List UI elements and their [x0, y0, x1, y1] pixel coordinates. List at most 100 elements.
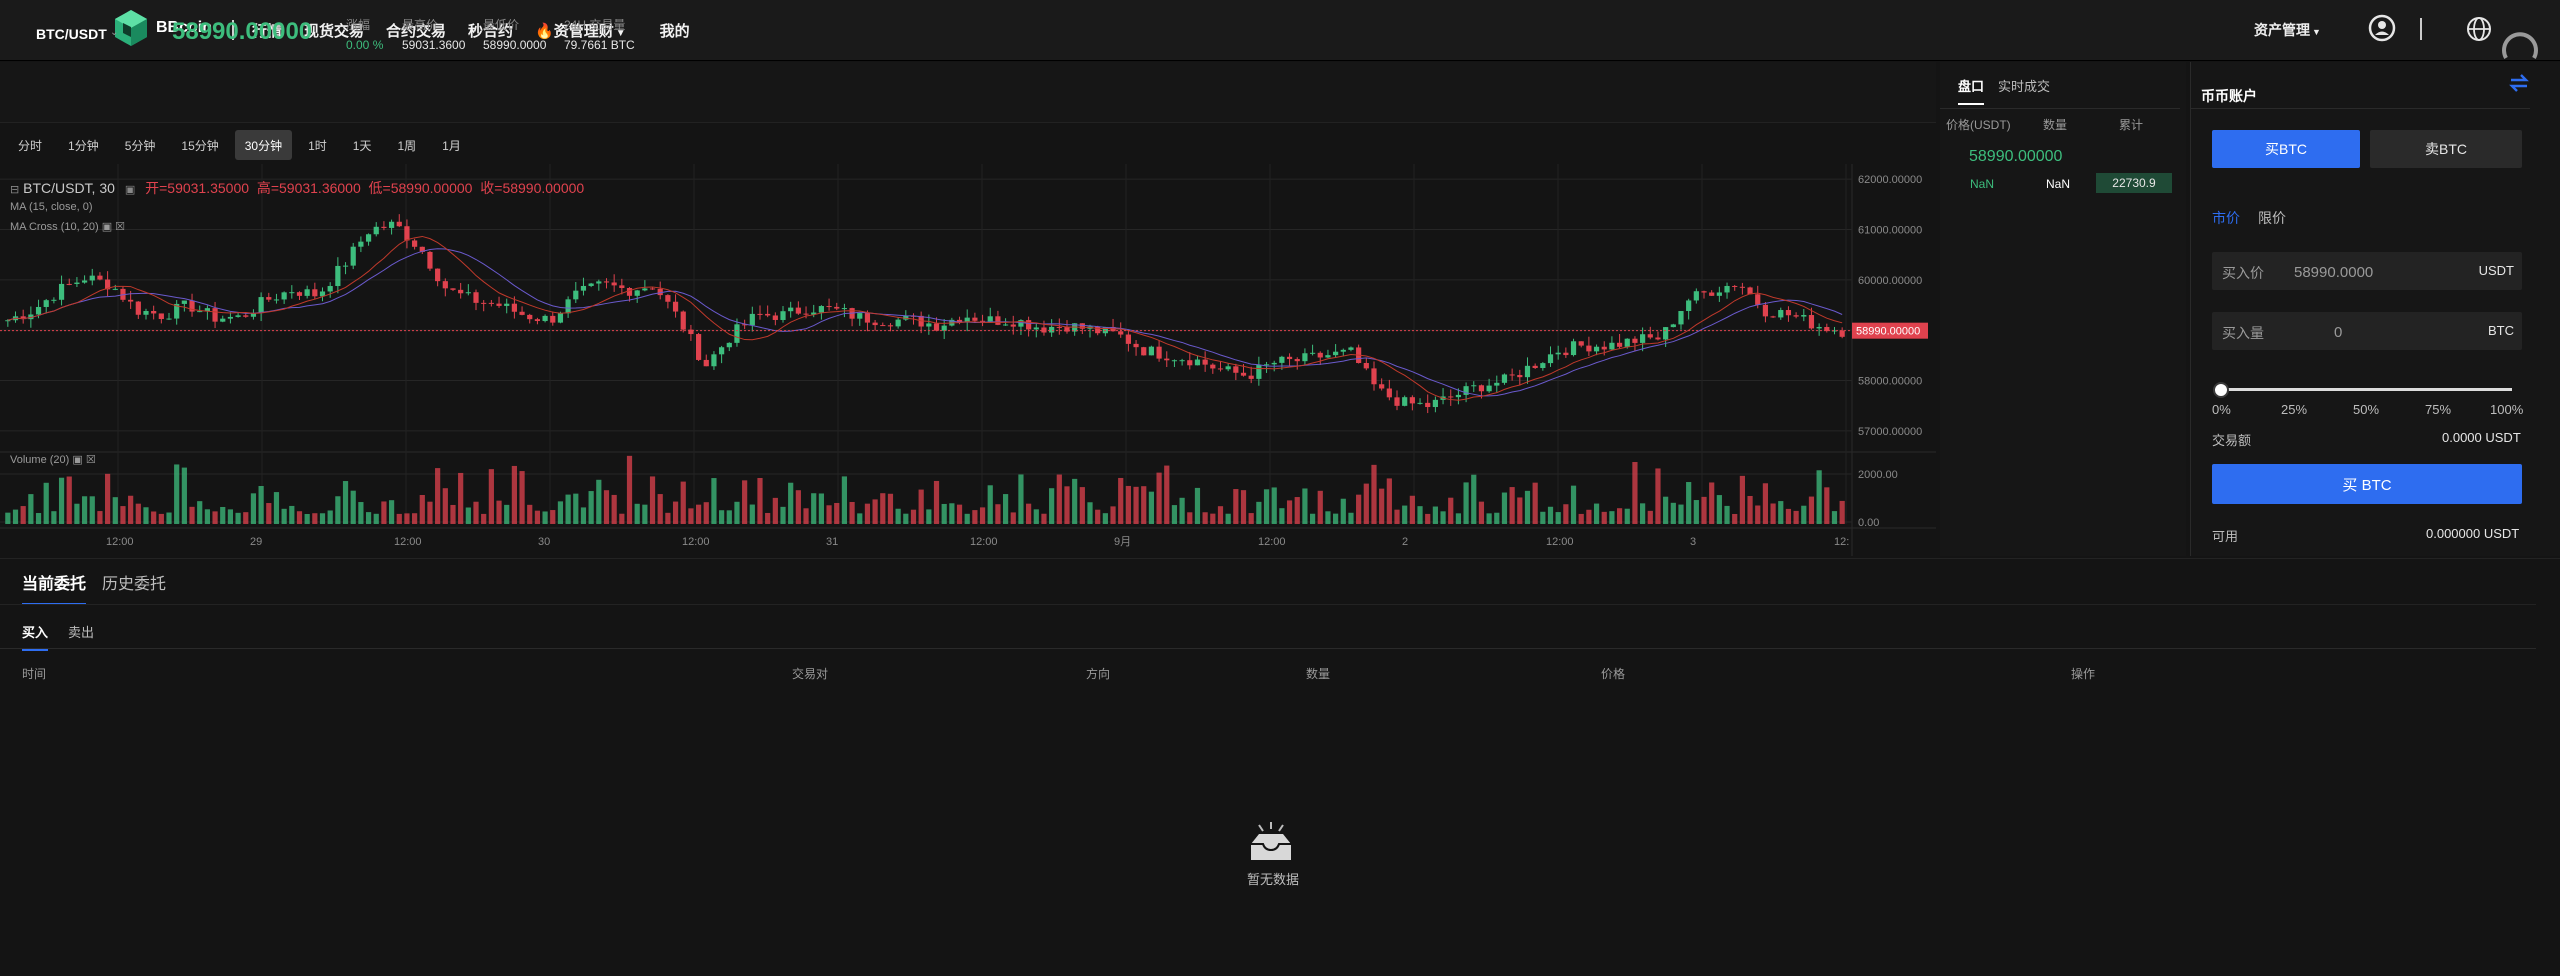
pct-label[interactable]: 75%	[2425, 402, 2452, 417]
candle-body	[35, 306, 42, 315]
tf-button-active[interactable]: 30分钟	[234, 130, 293, 160]
nav-second-contract[interactable]: 秒合约	[468, 23, 514, 40]
volume-bar	[319, 513, 326, 524]
ticker-bar	[0, 62, 1936, 123]
candle-body	[1701, 291, 1707, 293]
tab-orderbook[interactable]: 盘口	[1958, 76, 1985, 105]
settings-icon[interactable]: ▣	[72, 454, 83, 466]
amount-slider[interactable]	[2220, 388, 2512, 391]
volume-bar	[189, 506, 195, 524]
amount-input[interactable]	[2332, 318, 2486, 346]
candle-body	[596, 281, 602, 284]
candle-body	[880, 325, 886, 327]
volume-bar	[1586, 509, 1592, 524]
volume-bar	[1770, 503, 1776, 524]
close-icon[interactable]: ☒	[115, 221, 126, 233]
candle-body	[1133, 343, 1139, 348]
tf-button[interactable]: 1周	[397, 139, 417, 153]
candle-body	[1732, 285, 1738, 287]
candle-body	[1624, 338, 1630, 347]
volume-bar	[350, 490, 356, 524]
slider-handle[interactable]	[2213, 382, 2229, 398]
price-input[interactable]	[2292, 258, 2446, 286]
volume-axis-label: 2000.00	[1858, 469, 1898, 481]
settings-icon[interactable]: ▣	[101, 221, 113, 233]
tab-trades[interactable]: 实时成交	[1998, 79, 2051, 94]
collapse-icon[interactable]: ⊟	[10, 184, 20, 196]
tf-button[interactable]: 1时	[308, 139, 327, 153]
user-icon[interactable]	[2368, 14, 2396, 42]
eye-icon[interactable]: ▣	[124, 184, 136, 196]
time-axis-label: 12:00	[682, 536, 710, 548]
amount-field[interactable]: 买入量 BTC	[2212, 312, 2522, 350]
nav-market[interactable]: 行情	[252, 23, 283, 40]
tab-limit-order[interactable]: 限价	[2258, 210, 2286, 226]
tf-button[interactable]: 1分钟	[68, 139, 99, 153]
tab-current-orders[interactable]: 当前委托	[22, 570, 87, 605]
volume-bar	[1724, 505, 1730, 524]
amount-field-label: 买入量	[2222, 325, 2264, 341]
close-icon[interactable]: ☒	[85, 454, 96, 466]
tf-button[interactable]: 15分钟	[181, 139, 219, 153]
asset-menu[interactable]: 资产管理 ▼	[2254, 20, 2321, 40]
volume-bar	[918, 489, 924, 524]
pair-selector[interactable]: BTC/USDT	[36, 26, 107, 42]
candle-body	[1432, 399, 1438, 408]
volume-bar	[1210, 513, 1216, 524]
chevron-down-icon[interactable]: ⌄	[110, 27, 119, 38]
candle-body	[1309, 352, 1316, 354]
tf-button[interactable]: 1天	[352, 139, 372, 153]
volume-bar	[1755, 505, 1761, 524]
price-field[interactable]: 买入价 USDT	[2212, 252, 2522, 290]
candlestick-chart[interactable]: 62000.0000061000.0000060000.0000059000.0…	[0, 164, 1936, 556]
nav-wealth[interactable]: 🔥资管理财 ▼	[535, 20, 626, 41]
volume-bar	[511, 465, 517, 524]
candle-body	[772, 315, 778, 320]
legend-close: 收=58990.00000	[480, 180, 585, 196]
swap-icon[interactable]	[2508, 72, 2530, 94]
nav-futures[interactable]: 合约交易	[386, 23, 447, 40]
volume-bar	[603, 490, 610, 524]
pct-label[interactable]: 50%	[2353, 402, 2380, 417]
candle-body	[158, 313, 164, 320]
pct-label[interactable]: 0%	[2212, 402, 2231, 417]
candle-body	[1670, 324, 1676, 328]
stat-value: 58990.0000	[483, 38, 547, 52]
stat-low: 最低价 58990.0000	[483, 16, 546, 52]
candle-body	[987, 316, 993, 322]
volume-bar	[281, 508, 287, 524]
globe-icon[interactable]	[2466, 16, 2492, 42]
volume-bar	[864, 503, 871, 524]
available-value: 0.000000 USDT	[2426, 526, 2520, 541]
pct-label[interactable]: 100%	[2490, 402, 2524, 417]
volume-bar	[143, 507, 149, 524]
price-chart[interactable]: 62000.0000061000.0000060000.0000059000.0…	[0, 164, 1936, 556]
logo[interactable]: BBcoin	[112, 8, 212, 48]
volume-bar	[1632, 462, 1638, 524]
tab-sell[interactable]: 卖出	[68, 625, 95, 640]
buy-tab[interactable]: 买BTC	[2212, 130, 2360, 168]
loading-spinner-icon	[2502, 32, 2538, 59]
asset-menu-label: 资产管理	[2254, 22, 2310, 38]
volume-bar	[1317, 490, 1323, 524]
volume-bar	[58, 477, 65, 524]
pct-label[interactable]: 25%	[2281, 402, 2308, 417]
volume-bar	[81, 496, 88, 524]
candle-body	[1793, 315, 1799, 317]
tab-history-orders[interactable]: 历史委托	[102, 576, 167, 593]
buy-button[interactable]: 买 BTC	[2212, 464, 2522, 504]
volume-bar	[181, 467, 187, 524]
tf-button[interactable]: 5分钟	[124, 139, 156, 153]
tab-market-order[interactable]: 市价	[2212, 210, 2240, 226]
candle-body	[342, 265, 349, 267]
stat-value: 79.7661 BTC	[564, 38, 635, 52]
nav-mine[interactable]: 我的	[659, 23, 690, 40]
volume-bar	[765, 512, 771, 524]
tf-button[interactable]: 分时	[18, 139, 43, 153]
tf-button[interactable]: 1月	[442, 139, 461, 153]
candle-body	[151, 310, 157, 314]
volume-bar	[481, 513, 487, 524]
tab-buy[interactable]: 买入	[22, 622, 49, 651]
sell-tab[interactable]: 卖BTC	[2370, 130, 2522, 168]
nav-spot[interactable]: 现货交易	[304, 23, 365, 40]
